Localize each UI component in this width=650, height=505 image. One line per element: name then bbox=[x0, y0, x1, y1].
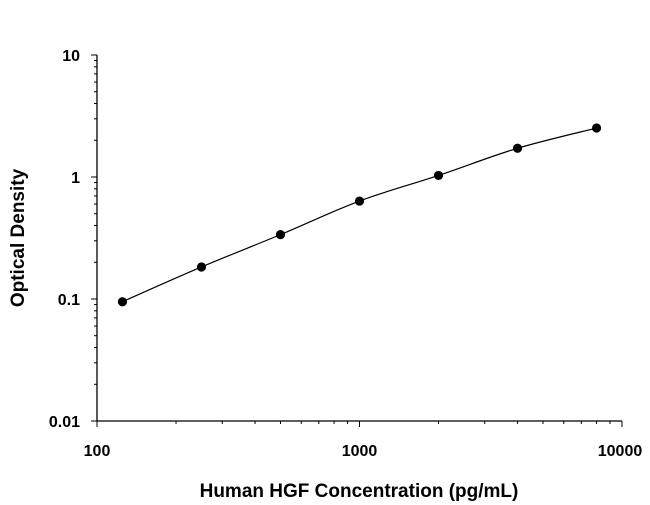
data-point bbox=[591, 123, 602, 133]
x-tick-label: 1000 bbox=[342, 443, 378, 460]
y-tick-label: 10 bbox=[62, 48, 80, 65]
data-point bbox=[512, 143, 523, 153]
data-point bbox=[117, 297, 128, 307]
x-tick-labels: 100 1000 10000 bbox=[84, 443, 643, 460]
y-axis-title: Optical Density bbox=[8, 168, 29, 307]
data-point bbox=[275, 230, 286, 240]
y-tick-labels: 0.01 0.1 1 10 bbox=[49, 48, 80, 431]
y-tick-label: 1 bbox=[71, 170, 80, 187]
ticks bbox=[91, 54, 623, 427]
x-tick-label: 100 bbox=[84, 443, 111, 460]
data-points bbox=[117, 123, 602, 307]
axes bbox=[91, 54, 623, 427]
data-point bbox=[196, 262, 207, 272]
y-tick-label: 0.1 bbox=[58, 292, 80, 309]
x-axis-title: Human HGF Concentration (pg/mL) bbox=[200, 481, 519, 502]
fit-curve bbox=[122, 127, 597, 303]
data-point bbox=[433, 170, 444, 181]
x-tick-label: 10000 bbox=[598, 443, 643, 460]
data-point bbox=[354, 196, 365, 206]
y-tick-label: 0.01 bbox=[49, 414, 80, 431]
